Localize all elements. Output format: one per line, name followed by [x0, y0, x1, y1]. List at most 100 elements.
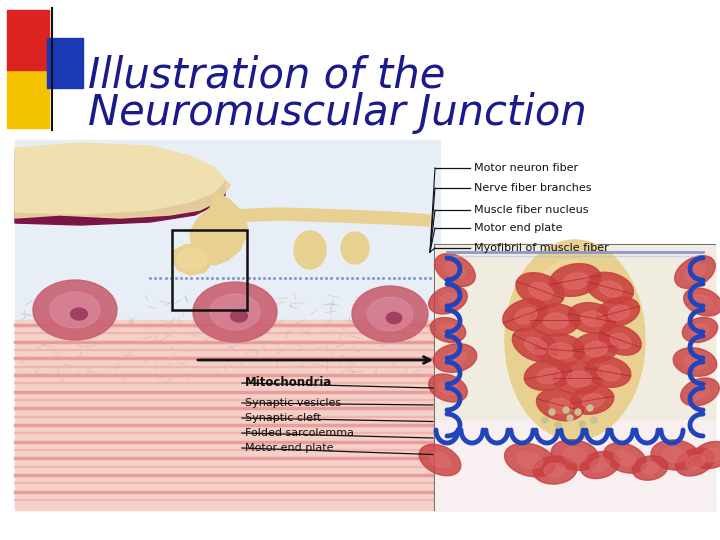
- Ellipse shape: [50, 292, 100, 328]
- Ellipse shape: [691, 324, 708, 336]
- Text: Motor end plate: Motor end plate: [245, 443, 333, 453]
- Ellipse shape: [673, 348, 717, 376]
- Ellipse shape: [585, 357, 631, 387]
- Ellipse shape: [428, 374, 467, 402]
- Ellipse shape: [529, 282, 553, 300]
- Ellipse shape: [503, 299, 547, 331]
- Text: Motor neuron fiber: Motor neuron fiber: [474, 163, 578, 173]
- Ellipse shape: [516, 273, 564, 307]
- Ellipse shape: [680, 378, 719, 406]
- Ellipse shape: [604, 443, 647, 473]
- Bar: [15, 320, 440, 510]
- Ellipse shape: [632, 456, 668, 480]
- Polygon shape: [172, 243, 212, 275]
- Ellipse shape: [614, 450, 636, 465]
- Ellipse shape: [555, 422, 561, 428]
- Text: Illustration of the: Illustration of the: [88, 55, 446, 97]
- Ellipse shape: [587, 405, 593, 411]
- Ellipse shape: [428, 286, 467, 314]
- Bar: [7, 10, 49, 70]
- Ellipse shape: [702, 448, 720, 462]
- Ellipse shape: [590, 458, 610, 472]
- Text: Synaptic vesicles: Synaptic vesicles: [245, 398, 341, 408]
- Bar: [435, 245, 715, 420]
- Ellipse shape: [572, 333, 618, 363]
- Ellipse shape: [524, 360, 572, 390]
- Ellipse shape: [515, 308, 537, 324]
- Text: Myofibril of muscle fiber: Myofibril of muscle fiber: [474, 243, 608, 253]
- Ellipse shape: [525, 338, 547, 354]
- Ellipse shape: [553, 362, 603, 394]
- Polygon shape: [190, 192, 248, 265]
- Bar: [435, 420, 715, 510]
- Ellipse shape: [341, 232, 369, 264]
- Ellipse shape: [505, 240, 645, 440]
- Ellipse shape: [177, 249, 207, 271]
- Ellipse shape: [536, 389, 583, 421]
- Ellipse shape: [71, 308, 87, 320]
- Ellipse shape: [641, 462, 659, 474]
- Ellipse shape: [433, 343, 477, 372]
- Text: Nerve fiber branches: Nerve fiber branches: [474, 183, 592, 193]
- Ellipse shape: [352, 286, 428, 342]
- Text: Neuromuscular Junction: Neuromuscular Junction: [88, 92, 587, 134]
- Polygon shape: [230, 208, 430, 226]
- Ellipse shape: [549, 343, 573, 359]
- Ellipse shape: [193, 282, 277, 342]
- Ellipse shape: [563, 273, 589, 289]
- Ellipse shape: [675, 448, 714, 476]
- Ellipse shape: [568, 302, 616, 333]
- Ellipse shape: [525, 260, 615, 400]
- Ellipse shape: [544, 313, 569, 329]
- Ellipse shape: [33, 280, 117, 340]
- Ellipse shape: [582, 394, 604, 408]
- Ellipse shape: [431, 318, 466, 342]
- Ellipse shape: [684, 288, 720, 316]
- Ellipse shape: [552, 440, 599, 470]
- Text: Folded sarcolemma: Folded sarcolemma: [245, 428, 354, 438]
- Ellipse shape: [591, 417, 597, 423]
- Ellipse shape: [367, 297, 413, 331]
- Ellipse shape: [439, 324, 456, 336]
- Bar: [15, 140, 440, 320]
- Ellipse shape: [587, 272, 634, 304]
- Bar: [7, 68, 49, 128]
- Ellipse shape: [438, 381, 458, 395]
- Text: Mitochondria: Mitochondria: [245, 376, 333, 389]
- Ellipse shape: [445, 262, 465, 278]
- Ellipse shape: [599, 281, 623, 297]
- Ellipse shape: [580, 451, 620, 478]
- Ellipse shape: [230, 310, 248, 322]
- Ellipse shape: [387, 313, 402, 323]
- Ellipse shape: [438, 293, 458, 307]
- Ellipse shape: [651, 440, 699, 470]
- Ellipse shape: [685, 264, 705, 280]
- Ellipse shape: [598, 366, 621, 381]
- Ellipse shape: [608, 306, 630, 320]
- Ellipse shape: [549, 264, 600, 296]
- Ellipse shape: [596, 298, 639, 327]
- Polygon shape: [15, 145, 230, 218]
- Ellipse shape: [563, 407, 569, 413]
- Bar: [172, 230, 247, 310]
- Ellipse shape: [693, 441, 720, 469]
- Ellipse shape: [599, 325, 642, 355]
- Polygon shape: [15, 150, 225, 225]
- Ellipse shape: [675, 255, 715, 288]
- Ellipse shape: [505, 443, 555, 477]
- Polygon shape: [15, 143, 225, 214]
- Text: Synaptic cleft: Synaptic cleft: [245, 413, 321, 423]
- Ellipse shape: [684, 355, 706, 369]
- Ellipse shape: [517, 451, 543, 468]
- Ellipse shape: [535, 334, 585, 366]
- Ellipse shape: [549, 398, 572, 414]
- Ellipse shape: [542, 417, 548, 423]
- Ellipse shape: [575, 409, 581, 415]
- Ellipse shape: [685, 455, 705, 469]
- Ellipse shape: [435, 254, 475, 286]
- Ellipse shape: [549, 409, 555, 415]
- Ellipse shape: [419, 444, 461, 476]
- Ellipse shape: [585, 341, 608, 356]
- Text: Muscle fiber nucleus: Muscle fiber nucleus: [474, 205, 588, 215]
- Ellipse shape: [567, 415, 573, 421]
